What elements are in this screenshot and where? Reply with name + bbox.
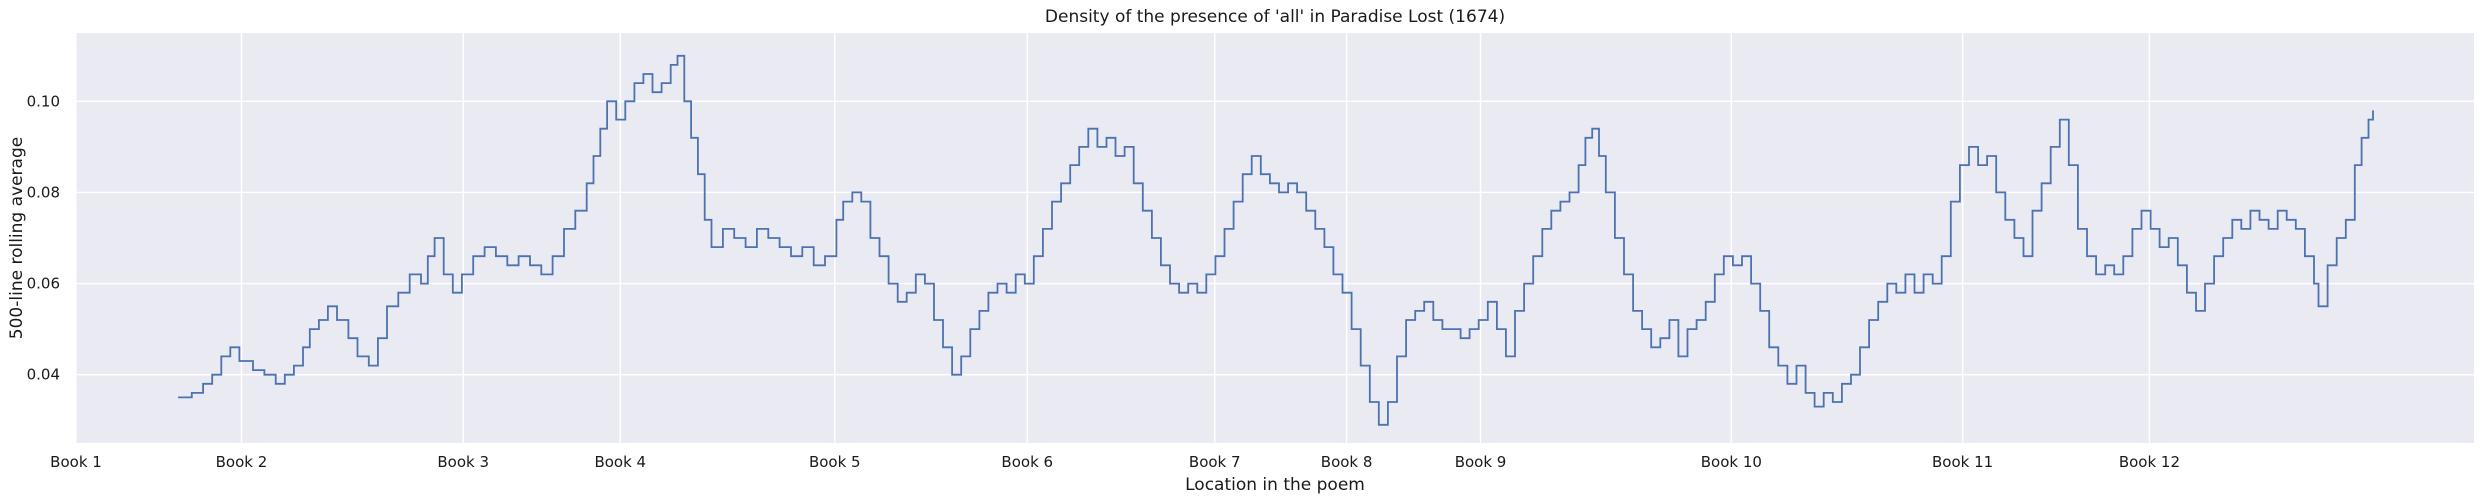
y-tick-label: 0.08 [27,183,60,201]
series-layer [178,54,2374,426]
x-tick-label: Book 11 [1932,453,1993,471]
x-gridlines [75,33,2151,443]
x-tick-label: Book 9 [1455,453,1507,471]
chart-title: Density of the presence of 'all' in Para… [1045,7,1505,27]
x-axis-label: Location in the poem [1185,475,1365,495]
x-tick-label: Book 3 [437,453,489,471]
x-tick-label: Book 5 [809,453,861,471]
series-line [178,54,2374,426]
y-tick-labels: 0.04 0.06 0.08 0.10 [27,92,60,383]
y-gridlines [76,100,2474,376]
x-tick-label: Book 12 [2119,453,2180,471]
x-tick-label: Book 2 [216,453,268,471]
y-axis-label: 500-line rolling average [7,137,27,339]
y-tick-label: 0.06 [27,275,60,293]
x-tick-label: Book 1 [50,453,102,471]
x-tick-label: Book 7 [1189,453,1241,471]
y-tick-label: 0.10 [27,92,60,110]
x-tick-label: Book 8 [1321,453,1373,471]
x-tick-label: Book 6 [1001,453,1053,471]
x-tick-label: Book 4 [594,453,646,471]
y-tick-label: 0.04 [27,366,60,384]
x-tick-label: Book 10 [1701,453,1762,471]
x-tick-labels: Book 1 Book 2 Book 3 Book 4 Book 5 Book 6 Book… [50,453,2180,471]
